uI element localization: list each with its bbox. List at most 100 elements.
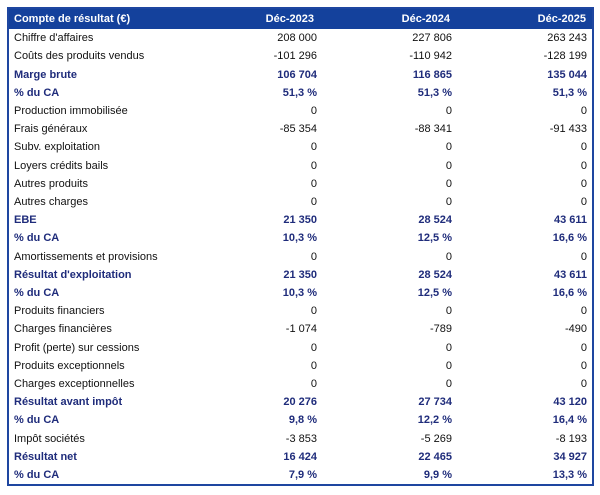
table-row: Coûts des produits vendus -101 296 -110 94… (9, 47, 592, 66)
cell-value: 16,4 % (552, 414, 587, 427)
table-row: Autres charges 0 0 0 (9, 192, 592, 212)
table-row: Charges financières -1 074 -789 -490 (9, 320, 592, 339)
table-row: % du CA 7,9 % 9,9 % 13,3 % (9, 465, 592, 485)
cell-value: 0 (310, 341, 317, 354)
column-header-dec-2023: Déc-2023 (265, 13, 314, 25)
cell-value: 106 704 (277, 68, 317, 81)
cell-value: -101 296 (273, 50, 317, 63)
income-statement-table: Compte de résultat (€) Déc-2023 Déc-2024… (7, 7, 594, 486)
cell-value: 0 (580, 159, 587, 172)
cell-value: -128 199 (543, 50, 587, 63)
row-label: EBE (14, 214, 37, 227)
row-label: Coûts des produits vendus (14, 50, 145, 63)
table-row: Amortissements et provisions 0 0 0 (9, 247, 592, 266)
cell-value: -91 433 (549, 123, 587, 136)
table-row: Loyers crédits bails 0 0 0 (9, 156, 592, 175)
cell-value: -8 193 (555, 432, 587, 445)
cell-value: 27 734 (418, 396, 452, 409)
row-label: % du CA (14, 232, 60, 245)
cell-value: 0 (580, 305, 587, 318)
row-label: Amortissements et provisions (14, 250, 158, 263)
table-body: Chiffre d'affaires 208 000 227 806 263 243 C… (9, 29, 592, 485)
cell-value: 0 (445, 377, 452, 390)
cell-value: 0 (445, 359, 452, 372)
cell-value: 208 000 (277, 32, 317, 45)
cell-value: 263 243 (547, 32, 587, 45)
cell-value: -789 (429, 323, 452, 336)
cell-value: 0 (580, 104, 587, 117)
cell-value: 0 (310, 141, 317, 154)
row-label: Loyers crédits bails (14, 159, 109, 172)
cell-value: -3 853 (285, 432, 317, 445)
cell-value: 28 524 (418, 214, 452, 227)
cell-value: 0 (445, 159, 452, 172)
cell-value: 0 (445, 341, 452, 354)
table-row: Production immobilisée 0 0 0 (9, 101, 592, 121)
table-row: % du CA 10,3 % 12,5 % 16,6 % (9, 229, 592, 248)
cell-value: 16,6 % (552, 286, 587, 299)
cell-value: 9,9 % (423, 468, 452, 481)
row-label: Production immobilisée (14, 104, 128, 117)
cell-value: 227 806 (412, 32, 452, 45)
cell-value: 0 (580, 250, 587, 263)
cell-value: 0 (445, 141, 452, 154)
table-row: Frais généraux -85 354 -88 341 -91 433 (9, 120, 592, 139)
table-row: Impôt sociétés -3 853 -5 269 -8 193 (9, 429, 592, 448)
cell-value: 21 350 (283, 214, 317, 227)
cell-value: 0 (310, 195, 317, 208)
cell-value: 0 (580, 177, 587, 190)
row-label: Frais généraux (14, 123, 88, 136)
cell-value: 7,9 % (288, 468, 317, 481)
row-label: Autres produits (14, 177, 88, 190)
row-label: Marge brute (14, 68, 77, 81)
table-row: Produits exceptionnels 0 0 0 (9, 356, 592, 375)
cell-value: 0 (310, 177, 317, 190)
cell-value: 10,3 % (282, 232, 317, 245)
cell-value: 135 044 (547, 68, 587, 81)
cell-value: 12,5 % (417, 232, 452, 245)
table-row: Chiffre d'affaires 208 000 227 806 263 243 (9, 29, 592, 48)
cell-value: -5 269 (420, 432, 452, 445)
row-label: Chiffre d'affaires (14, 32, 94, 45)
cell-value: 10,3 % (282, 286, 317, 299)
row-label: Profit (perte) sur cessions (14, 341, 140, 354)
cell-value: 34 927 (553, 450, 587, 463)
table-row: Résultat d'exploitation 21 350 28 524 43 61… (9, 265, 592, 284)
cell-value: -88 341 (414, 123, 452, 136)
table-row: Charges exceptionnelles 0 0 0 (9, 374, 592, 394)
table-row: % du CA 51,3 % 51,3 % 51,3 % (9, 83, 592, 102)
cell-value: 21 350 (283, 268, 317, 281)
cell-value: 0 (445, 305, 452, 318)
table-row: Produits financiers 0 0 0 (9, 302, 592, 321)
row-label: Subv. exploitation (14, 141, 101, 154)
cell-value: 12,2 % (417, 414, 452, 427)
cell-value: 20 276 (283, 396, 317, 409)
cell-value: 0 (580, 141, 587, 154)
cell-value: 51,3 % (552, 86, 587, 99)
row-label: Produits exceptionnels (14, 359, 125, 372)
cell-value: 0 (310, 104, 317, 117)
row-label: Résultat net (14, 450, 77, 463)
cell-value: 0 (310, 359, 317, 372)
cell-value: 116 865 (412, 68, 452, 81)
row-label: % du CA (14, 286, 60, 299)
cell-value: 0 (310, 305, 317, 318)
table-row: Autres produits 0 0 0 (9, 174, 592, 193)
table-row: Marge brute 106 704 116 865 135 044 (9, 65, 592, 84)
table-row: Subv. exploitation 0 0 0 (9, 138, 592, 157)
cell-value: 0 (310, 159, 317, 172)
cell-value: -85 354 (279, 123, 317, 136)
table-row: % du CA 10,3 % 12,5 % 16,6 % (9, 283, 592, 303)
row-label: Charges financières (14, 323, 112, 336)
column-header-dec-2025: Déc-2025 (537, 13, 586, 25)
table-title: Compte de résultat (€) (14, 13, 131, 25)
table-row: Résultat net 16 424 22 465 34 927 (9, 447, 592, 466)
cell-value: 0 (310, 250, 317, 263)
cell-value: 0 (310, 377, 317, 390)
cell-value: 16 424 (283, 450, 317, 463)
row-label: Autres charges (14, 195, 88, 208)
cell-value: 0 (580, 195, 587, 208)
row-label: % du CA (14, 414, 60, 427)
cell-value: 9,8 % (288, 414, 317, 427)
cell-value: 0 (445, 104, 452, 117)
